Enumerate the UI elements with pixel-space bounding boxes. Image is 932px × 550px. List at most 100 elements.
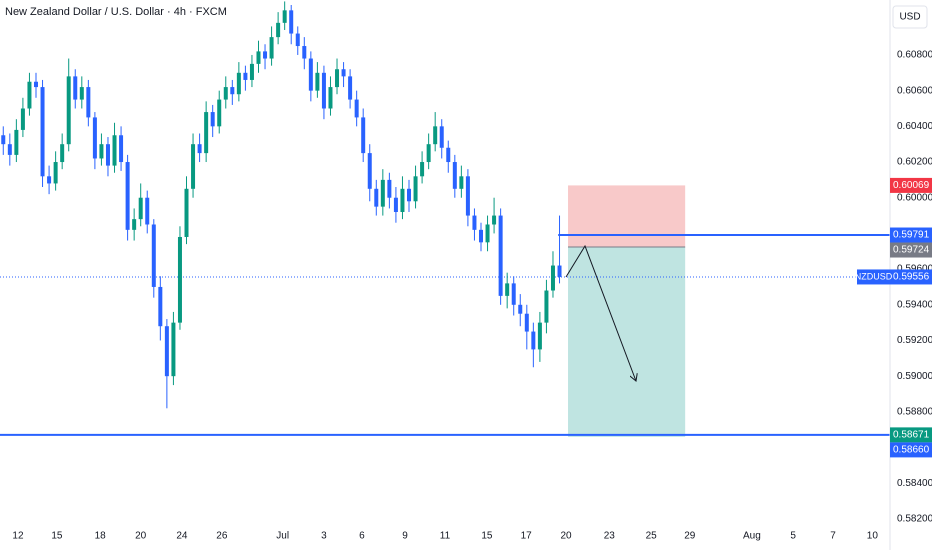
candle-body xyxy=(73,76,78,100)
candle-body xyxy=(295,33,300,47)
symbol-label-bg xyxy=(857,269,890,285)
y-tick-label: 0.60200 xyxy=(897,157,932,168)
candle-body xyxy=(204,112,209,154)
y-tick-label: 0.60000 xyxy=(897,192,932,203)
candle-body xyxy=(230,87,235,95)
y-tick-label: 0.60800 xyxy=(897,50,932,61)
x-tick-label: 25 xyxy=(646,531,658,542)
x-tick-label: 26 xyxy=(216,531,228,542)
candle-body xyxy=(407,188,412,202)
target-label: 0.58660 xyxy=(893,445,930,456)
candle-body xyxy=(413,176,418,202)
candle-body xyxy=(531,331,536,350)
candle-body xyxy=(393,197,398,212)
projection-arrow xyxy=(565,244,636,381)
y-tick-label: 0.60400 xyxy=(897,121,932,132)
candle-body xyxy=(459,176,464,189)
x-tick-label: 18 xyxy=(95,531,107,542)
chart-title: New Zealand Dollar / U.S. Dollar · 4h · … xyxy=(5,6,227,18)
candle-body xyxy=(138,197,143,220)
x-tick-label: 20 xyxy=(561,531,573,542)
y-tick-label: 0.59200 xyxy=(897,335,932,346)
candle-body xyxy=(420,162,425,177)
candle-body xyxy=(282,10,287,23)
candle-body xyxy=(537,322,542,350)
x-tick-label: 7 xyxy=(830,531,836,542)
candle-body xyxy=(79,87,84,100)
candle-body xyxy=(433,126,438,145)
candle-body xyxy=(374,188,379,207)
candle-body xyxy=(524,313,529,332)
target-zone xyxy=(568,246,686,437)
candle-body xyxy=(387,179,392,198)
candle-body xyxy=(197,144,202,154)
level-label: 0.59791 xyxy=(893,230,930,241)
candle-body xyxy=(112,135,117,166)
candle-body xyxy=(335,69,340,88)
candle-body xyxy=(47,176,52,184)
candle-body xyxy=(452,162,457,189)
candle-body xyxy=(256,51,261,64)
candle-body xyxy=(119,135,124,163)
candle-body xyxy=(263,51,268,59)
stop-label: 0.60069 xyxy=(893,180,930,191)
candle-body xyxy=(40,87,45,177)
candle-body xyxy=(439,126,444,148)
candle-body xyxy=(7,144,12,155)
level-label: 0.58671 xyxy=(893,430,930,441)
x-tick-label: 24 xyxy=(176,531,188,542)
y-tick-label: 0.59600 xyxy=(897,264,932,275)
currency-box[interactable] xyxy=(892,5,928,29)
candle-body xyxy=(66,76,71,145)
x-tick-label: 29 xyxy=(684,531,696,542)
x-tick-label: 5 xyxy=(790,531,796,542)
level-label-bg xyxy=(890,227,932,243)
candle-body xyxy=(86,87,91,118)
candle-body xyxy=(145,197,150,225)
x-tick-label: Aug xyxy=(743,531,761,542)
level-label-bg xyxy=(890,427,932,443)
candle-body xyxy=(492,215,497,225)
x-tick-label: 3 xyxy=(321,531,327,542)
candle-body xyxy=(472,215,477,230)
candle-body xyxy=(60,144,65,163)
y-tick-label: 0.58400 xyxy=(897,478,932,489)
candle-body xyxy=(276,22,281,38)
last-price-label-bg xyxy=(890,269,932,285)
x-tick-label: 15 xyxy=(51,531,63,542)
candle-body xyxy=(132,219,137,230)
candle-body xyxy=(105,144,110,166)
candle-body xyxy=(14,129,19,155)
last-price-label: 0.59556 xyxy=(893,272,930,283)
candle-body xyxy=(27,81,32,109)
target-label-bg xyxy=(890,442,932,458)
candle-body xyxy=(505,283,510,296)
y-tick-label: 0.59000 xyxy=(897,371,932,382)
candle-body xyxy=(348,76,353,100)
candle-body xyxy=(20,108,25,130)
candle-body xyxy=(302,46,307,59)
candle-body xyxy=(177,236,182,323)
candle-body xyxy=(289,10,294,34)
candle-body xyxy=(217,99,222,127)
y-tick-label: 0.58200 xyxy=(897,514,932,525)
candle-body xyxy=(315,72,320,91)
symbol-label: NZDUSD xyxy=(855,271,893,281)
candle-body xyxy=(99,144,104,159)
candle-body xyxy=(308,58,313,91)
candle-body xyxy=(518,304,523,314)
candle-body xyxy=(380,179,385,207)
candle-body xyxy=(367,153,372,189)
currency: USD xyxy=(899,12,920,23)
candle-body xyxy=(400,188,405,212)
candle-body xyxy=(184,188,189,237)
x-tick-label: 12 xyxy=(12,531,24,542)
candle-body xyxy=(341,69,346,77)
candle-body xyxy=(249,63,254,80)
candle-body xyxy=(550,265,555,291)
candle-body xyxy=(321,72,326,109)
candle-body xyxy=(557,265,562,277)
candle-body xyxy=(544,290,549,323)
x-tick-label: 23 xyxy=(604,531,616,542)
